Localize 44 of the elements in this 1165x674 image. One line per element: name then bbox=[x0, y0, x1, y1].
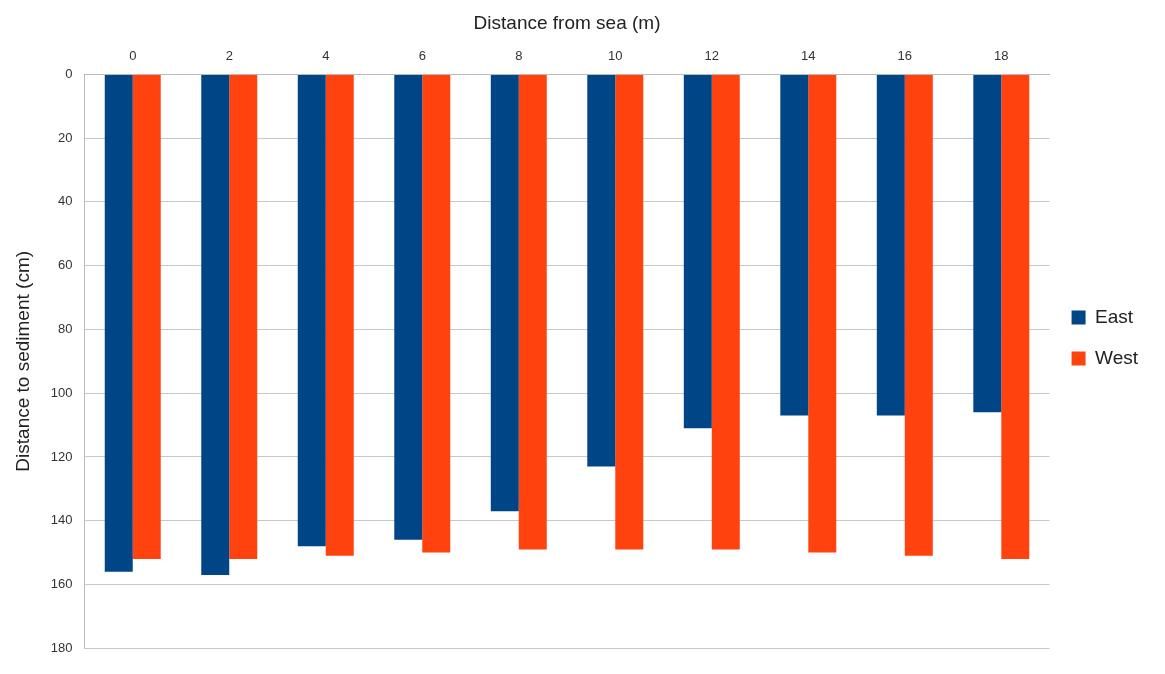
y-tick-label: 160 bbox=[50, 576, 73, 592]
x-tick-label: 4 bbox=[322, 48, 330, 64]
bar bbox=[587, 74, 616, 467]
y-tick-label: 100 bbox=[50, 384, 73, 400]
legend-label: West bbox=[1095, 346, 1139, 368]
bar bbox=[132, 74, 161, 559]
x-tick-label: 18 bbox=[994, 48, 1009, 64]
x-tick-label: 16 bbox=[897, 48, 913, 64]
bar bbox=[973, 74, 1002, 413]
bar bbox=[518, 74, 547, 550]
x-tick-label: 8 bbox=[515, 48, 523, 64]
y-tick-label: 80 bbox=[58, 321, 73, 336]
y-tick-label: 20 bbox=[58, 129, 73, 145]
y-tick-label: 120 bbox=[50, 448, 73, 464]
bar bbox=[104, 74, 133, 572]
bar bbox=[683, 74, 712, 429]
bar bbox=[711, 74, 740, 550]
y-tick-label: 180 bbox=[50, 639, 73, 655]
x-axis-title: Distance from sea (m) bbox=[473, 11, 661, 33]
bar bbox=[615, 74, 644, 550]
y-axis-title: Distance to sediment (cm) bbox=[11, 250, 33, 472]
x-tick-label: 12 bbox=[704, 48, 720, 64]
y-tick-label: 60 bbox=[58, 257, 73, 273]
y-tick-label: 40 bbox=[58, 193, 73, 209]
bar bbox=[394, 74, 423, 540]
x-tick-label: 2 bbox=[225, 48, 233, 64]
y-tick-label: 0 bbox=[65, 65, 73, 81]
bar bbox=[808, 74, 837, 553]
bar bbox=[201, 74, 230, 575]
bar bbox=[904, 74, 933, 556]
bar bbox=[1001, 74, 1030, 559]
bar bbox=[422, 74, 451, 553]
x-tick-label: 14 bbox=[801, 48, 816, 64]
bar bbox=[780, 74, 809, 416]
bar bbox=[490, 74, 519, 512]
x-tick-label: 6 bbox=[418, 48, 426, 64]
x-tick-label: 0 bbox=[129, 48, 137, 64]
legend-label: East bbox=[1095, 305, 1134, 327]
bar bbox=[297, 74, 326, 547]
bar bbox=[876, 74, 905, 416]
x-tick-label: 10 bbox=[608, 48, 623, 64]
y-tick-label: 140 bbox=[50, 512, 73, 528]
bar bbox=[325, 74, 354, 556]
bar bbox=[229, 74, 258, 559]
